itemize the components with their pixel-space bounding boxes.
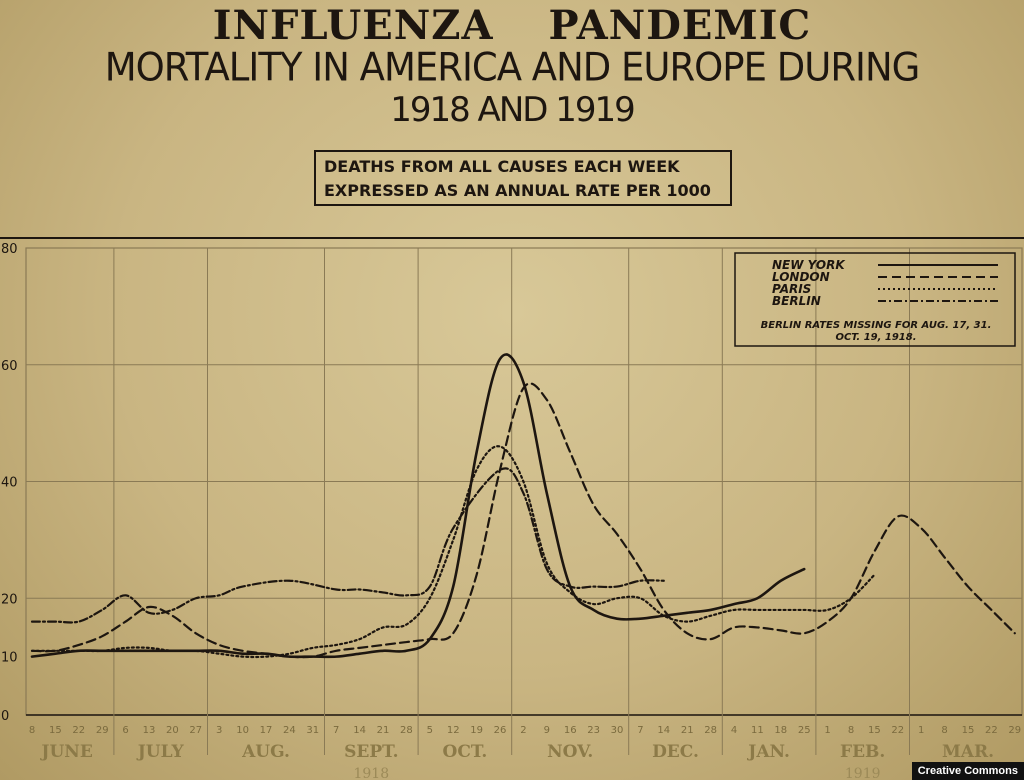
x-tick-label: 24 xyxy=(283,725,296,736)
chart-subtitle: MORTALITY IN AMERICA AND EUROPE DURING xyxy=(104,44,921,91)
legend-label: LONDON xyxy=(772,270,830,284)
x-tick-label: 28 xyxy=(704,725,717,736)
x-tick-label: 29 xyxy=(96,725,109,736)
x-tick-label: 22 xyxy=(891,725,904,736)
y-tick-label: 80 xyxy=(1,242,18,257)
y-tick-label: 10 xyxy=(1,651,18,666)
month-label: MAR. xyxy=(942,742,994,762)
series-line-berlin xyxy=(30,467,665,624)
x-tick-label: 20 xyxy=(166,725,179,736)
x-tick-label: 13 xyxy=(143,725,156,736)
x-tick-label: 10 xyxy=(236,725,249,736)
x-tick-label: 26 xyxy=(494,725,507,736)
x-tick-label: 15 xyxy=(962,725,975,736)
legend-note: OCT. 19, 1918. xyxy=(835,332,916,343)
y-tick-label: 40 xyxy=(1,476,18,491)
x-tick-label: 14 xyxy=(353,725,366,736)
x-tick-label: 25 xyxy=(798,725,811,736)
month-label: OCT. xyxy=(443,742,488,762)
x-tick-label: 4 xyxy=(731,725,737,736)
x-tick-label: 21 xyxy=(377,725,390,736)
year-label: 1919 xyxy=(845,766,881,780)
x-tick-label: 7 xyxy=(333,725,339,736)
series-line-london xyxy=(30,382,1016,659)
x-tick-label: 28 xyxy=(400,725,413,736)
x-tick-label: 14 xyxy=(657,725,670,736)
x-tick-label: 8 xyxy=(848,725,854,736)
x-tick-label: 17 xyxy=(260,725,273,736)
x-tick-label: 19 xyxy=(470,725,483,736)
legend-box xyxy=(734,252,1016,347)
x-tick-label: 15 xyxy=(49,725,62,736)
x-tick-label: 30 xyxy=(611,725,624,736)
x-tick-label: 29 xyxy=(1008,725,1021,736)
units-box: DEATHS FROM ALL CAUSES EACH WEEK EXPRESS… xyxy=(314,150,732,206)
x-tick-label: 8 xyxy=(941,725,947,736)
month-label: NOV. xyxy=(547,742,593,762)
chart-title: INFLUENZA PANDEMIC xyxy=(212,2,812,49)
x-tick-label: 8 xyxy=(29,725,35,736)
x-tick-label: 22 xyxy=(72,725,85,736)
x-tick-label: 9 xyxy=(544,725,550,736)
chart-subtitle-years: 1918 AND 1919 xyxy=(390,90,636,130)
x-tick-label: 15 xyxy=(868,725,881,736)
x-tick-label: 16 xyxy=(564,725,577,736)
month-label: JAN. xyxy=(746,742,790,762)
x-tick-label: 12 xyxy=(447,725,460,736)
x-tick-label: 22 xyxy=(985,725,998,736)
credit-label: Creative Commons xyxy=(911,762,1024,780)
series-line-paris xyxy=(30,445,876,659)
x-tick-label: 1 xyxy=(824,725,830,736)
month-label: JUNE xyxy=(39,742,92,762)
month-label: JULY xyxy=(136,742,185,762)
x-tick-label: 2 xyxy=(520,725,526,736)
legend-note: BERLIN RATES MISSING FOR AUG. 17, 31. xyxy=(761,320,992,331)
month-label: DEC. xyxy=(652,742,699,762)
x-tick-label: 3 xyxy=(216,725,222,736)
x-tick-label: 7 xyxy=(637,725,643,736)
y-tick-label: 20 xyxy=(1,592,18,607)
x-tick-label: 5 xyxy=(427,725,433,736)
month-label: FEB. xyxy=(840,742,885,762)
x-tick-label: 18 xyxy=(774,725,787,736)
x-tick-label: 11 xyxy=(751,725,764,736)
month-label: SEPT. xyxy=(344,742,398,762)
y-tick-label: 60 xyxy=(1,359,18,374)
x-tick-label: 1 xyxy=(918,725,924,736)
x-tick-label: 31 xyxy=(306,725,319,736)
year-label: 1918 xyxy=(353,766,389,780)
y-tick-label: 0 xyxy=(1,709,9,724)
legend-label: PARIS xyxy=(772,282,811,296)
legend-label: NEW YORK xyxy=(772,258,846,272)
units-line-1: DEATHS FROM ALL CAUSES EACH WEEK xyxy=(324,157,680,176)
x-tick-label: 23 xyxy=(587,725,600,736)
x-tick-label: 27 xyxy=(189,725,202,736)
x-tick-label: 21 xyxy=(681,725,694,736)
legend-label: BERLIN xyxy=(772,294,821,308)
units-line-2: EXPRESSED AS AN ANNUAL RATE PER 1000 xyxy=(324,181,711,200)
x-tick-label: 6 xyxy=(122,725,128,736)
month-label: AUG. xyxy=(241,742,290,762)
